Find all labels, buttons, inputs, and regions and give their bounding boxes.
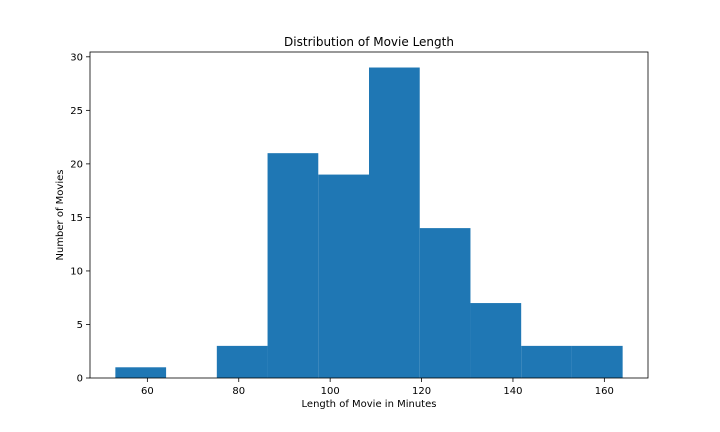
x-tick-label: 140 bbox=[503, 386, 522, 397]
histogram-bar bbox=[216, 345, 268, 378]
histogram-bar bbox=[571, 345, 623, 378]
histogram-bar bbox=[521, 345, 572, 378]
y-tick-label: 5 bbox=[77, 320, 83, 331]
x-tick-label: 60 bbox=[141, 386, 154, 397]
x-axis-label: Length of Movie in Minutes bbox=[302, 399, 437, 410]
y-axis-label: Number of Movies bbox=[55, 170, 66, 261]
y-tick-label: 30 bbox=[70, 52, 83, 63]
x-axis-ticks: 60 80 100 120 140 160 bbox=[141, 378, 614, 397]
histogram-bar bbox=[369, 67, 420, 379]
histogram-bar bbox=[267, 153, 319, 378]
y-tick-label: 15 bbox=[70, 213, 83, 224]
y-axis-ticks: 0 5 10 15 20 25 30 bbox=[70, 52, 90, 385]
bars-group bbox=[115, 67, 623, 379]
y-tick-label: 20 bbox=[70, 159, 83, 170]
histogram-bar bbox=[470, 303, 522, 378]
x-tick-label: 160 bbox=[595, 386, 614, 397]
chart-title: Distribution of Movie Length bbox=[284, 35, 454, 49]
y-tick-label: 25 bbox=[70, 106, 83, 117]
histogram-bar bbox=[318, 174, 369, 378]
histogram-bar bbox=[115, 367, 167, 378]
x-tick-label: 80 bbox=[232, 386, 245, 397]
y-tick-label: 10 bbox=[70, 266, 83, 277]
plot-frame bbox=[89, 51, 649, 379]
x-tick-label: 120 bbox=[412, 386, 431, 397]
y-tick-label: 0 bbox=[77, 374, 83, 385]
x-tick-label: 100 bbox=[321, 386, 340, 397]
histogram-bar bbox=[419, 228, 471, 378]
